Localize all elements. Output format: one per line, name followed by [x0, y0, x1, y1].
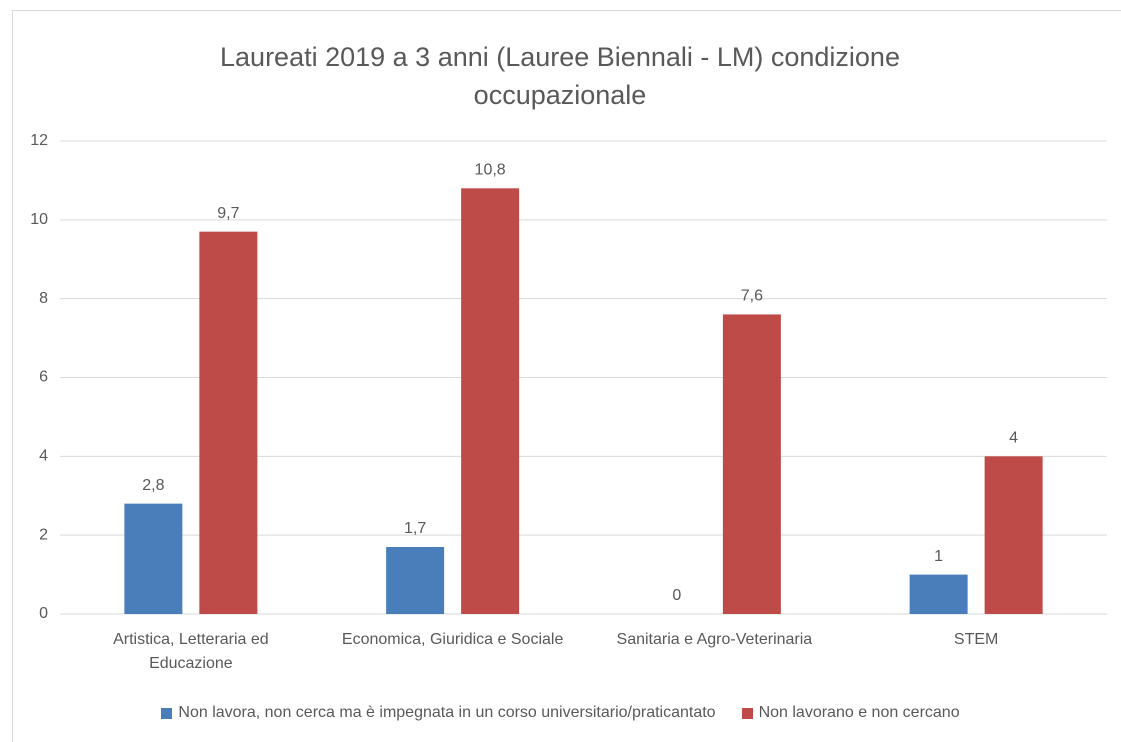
y-tick-label: 2: [39, 526, 48, 543]
data-label: 1,7: [404, 520, 426, 537]
legend: Non lavora, non cerca ma è impegnata in …: [0, 704, 1121, 722]
chart-border: [12, 10, 1121, 742]
x-tick-label: Sanitaria e Agro-Veterinaria: [616, 631, 813, 648]
bar: [984, 456, 1043, 614]
y-tick-label: 10: [30, 211, 48, 228]
legend-swatch: [161, 707, 173, 719]
bar: [124, 503, 183, 614]
legend-label: Non lavora, non cerca ma è impegnata in …: [178, 704, 716, 721]
bar: [386, 546, 445, 614]
y-tick-label: 4: [39, 448, 48, 465]
bar: [722, 314, 781, 614]
data-label: 10,8: [475, 162, 506, 179]
x-tick-label: Artistica, Letteraria ed Educazione: [113, 631, 269, 672]
data-label: 7,6: [741, 288, 763, 305]
data-label: 0: [672, 587, 681, 604]
x-tick-label: STEM: [953, 631, 999, 648]
x-tick-label: Economica, Giuridica e Sociale: [341, 631, 564, 648]
legend-item: Non lavorano e non cercano: [741, 704, 960, 722]
legend-swatch: [741, 707, 753, 719]
chart-title: Laureati 2019 a 3 anni (Lauree Biennali …: [220, 42, 900, 110]
legend-label: Non lavorano e non cercano: [758, 704, 960, 721]
legend-item: Non lavora, non cerca ma è impegnata in …: [161, 704, 716, 722]
data-label: 4: [1009, 430, 1018, 447]
data-label: 1: [934, 548, 943, 565]
y-tick-label: 8: [39, 290, 48, 307]
data-label: 9,7: [217, 205, 239, 222]
y-tick-label: 6: [39, 369, 48, 386]
data-label: 2,8: [142, 477, 164, 494]
bar: [199, 231, 258, 615]
bar: [461, 188, 520, 615]
y-tick-label: 12: [30, 132, 48, 149]
y-tick-label: 0: [39, 605, 48, 622]
bar: [909, 574, 968, 614]
